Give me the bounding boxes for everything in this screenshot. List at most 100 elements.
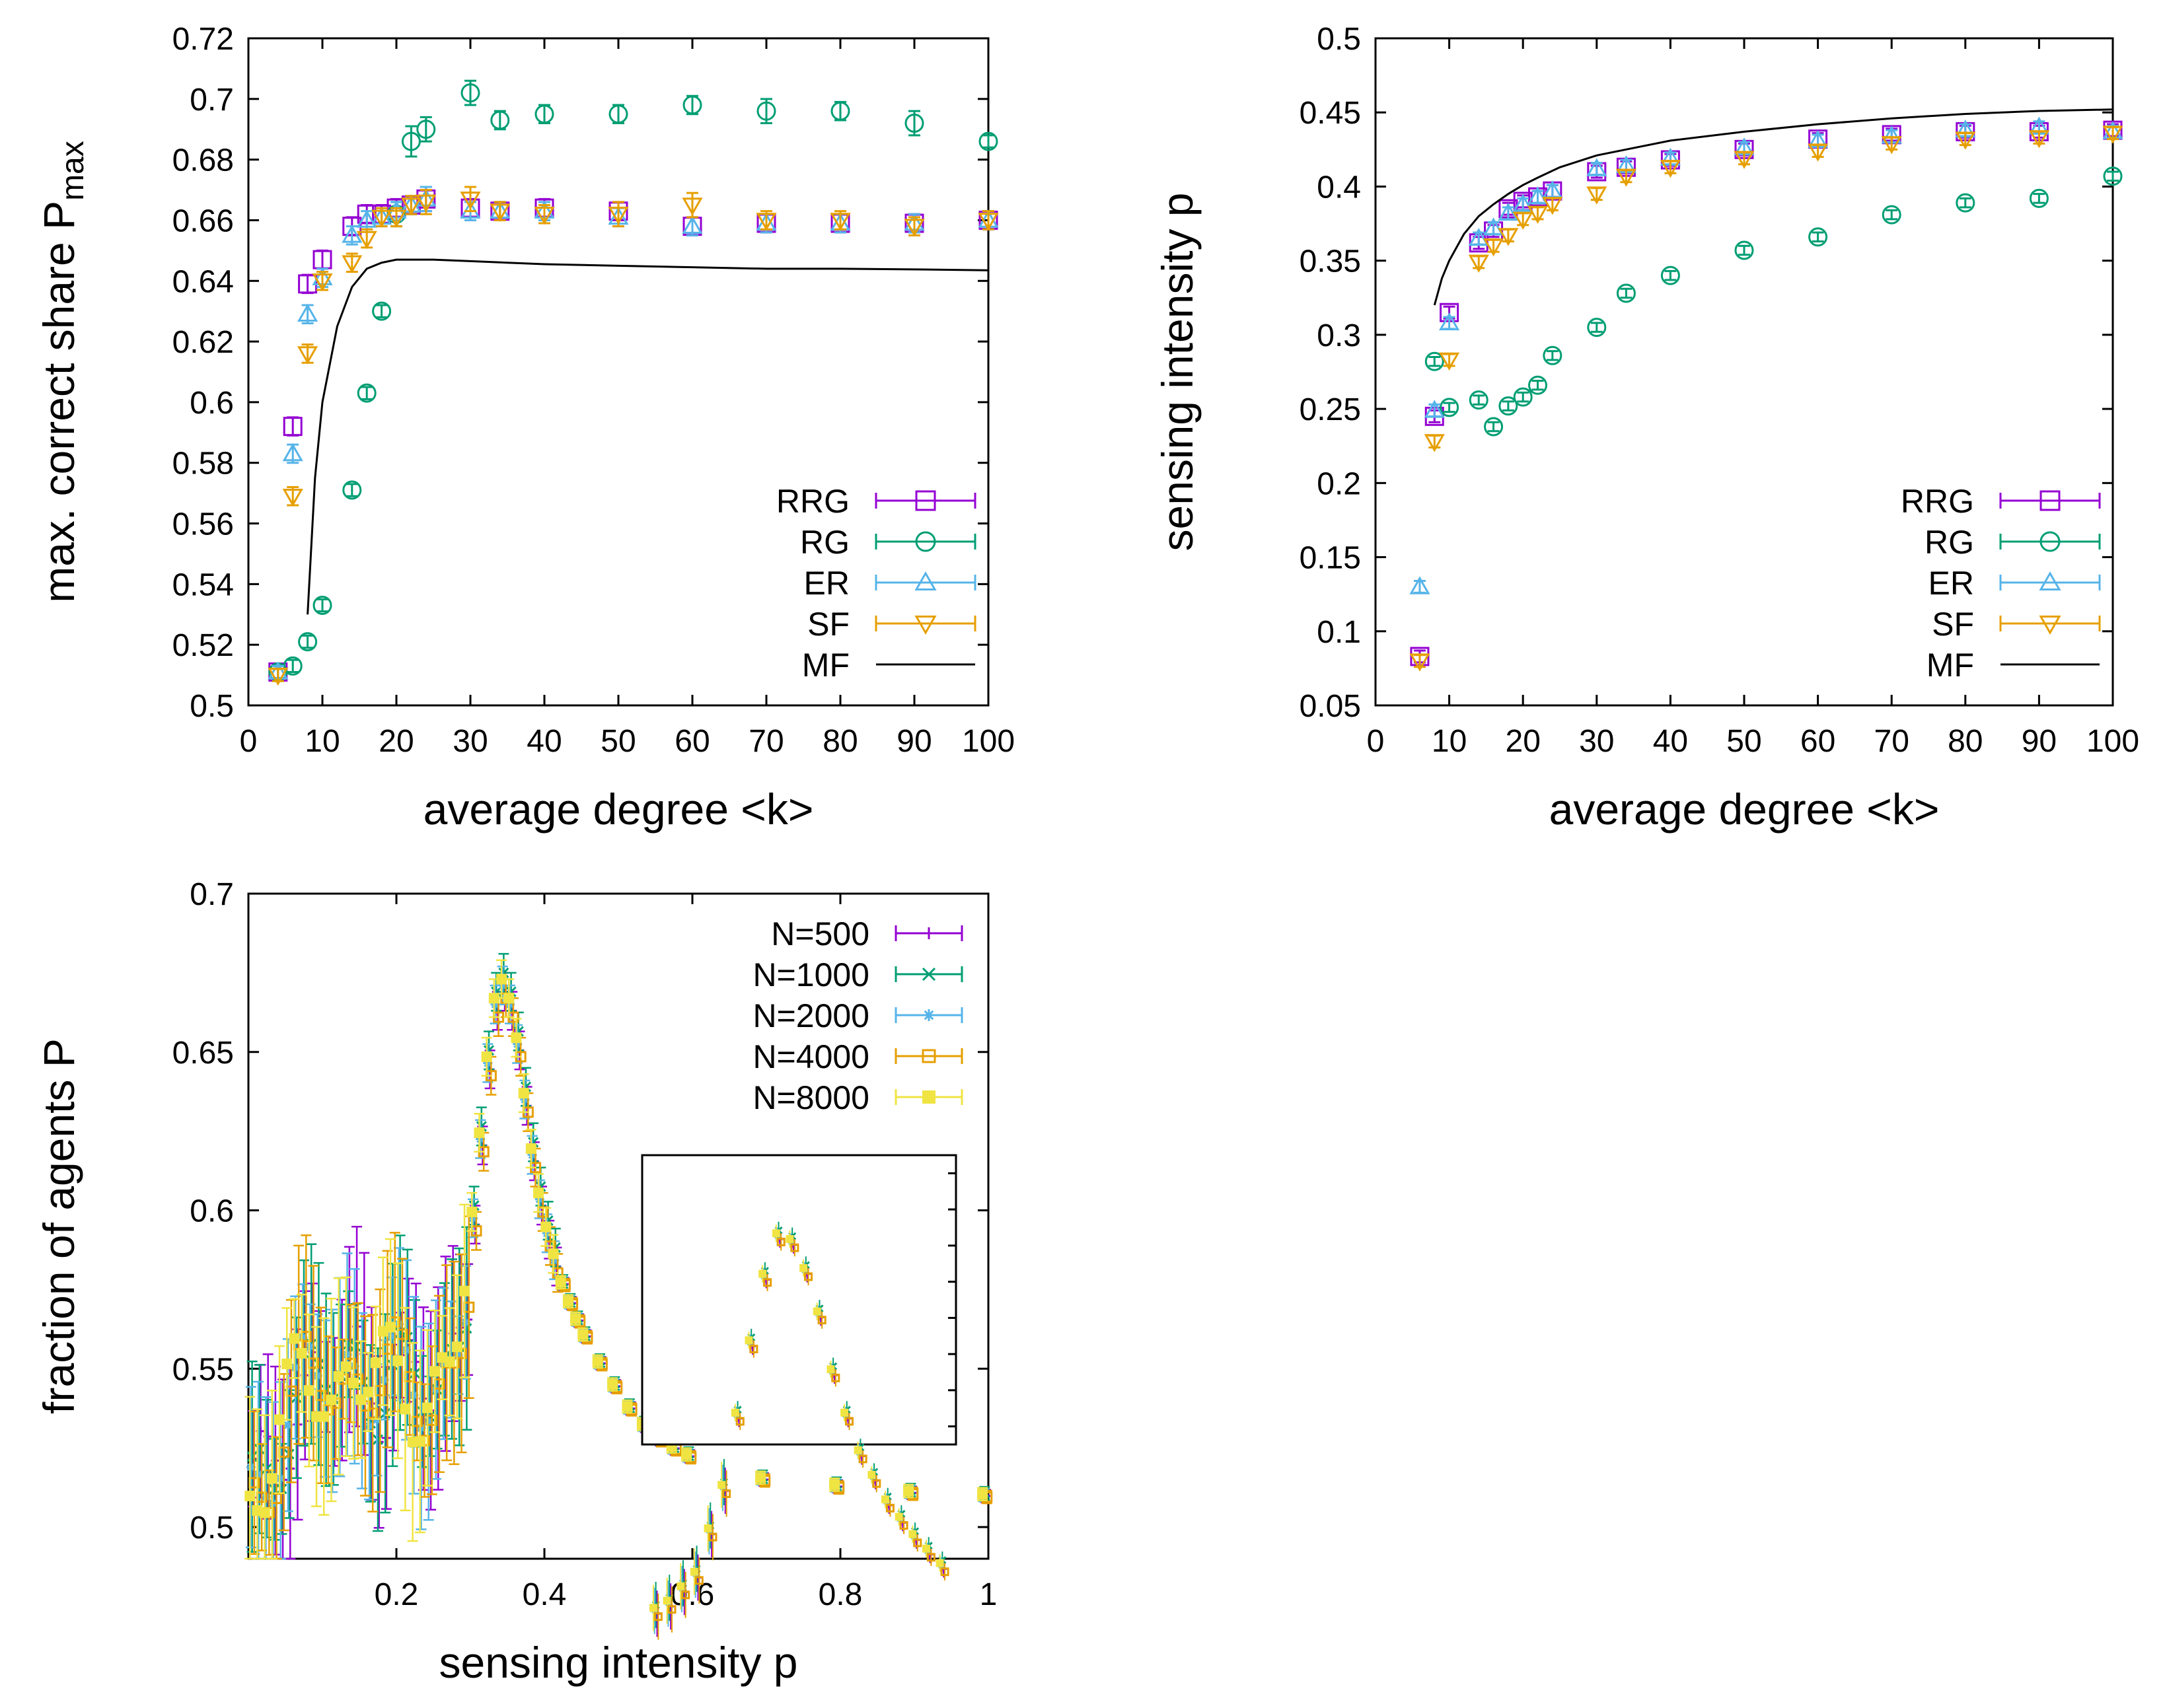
legend: RRG RG ER SF MF bbox=[1901, 483, 2101, 684]
inset-point bbox=[745, 1336, 753, 1345]
data-point bbox=[1542, 197, 1563, 215]
x-tick-label: 40 bbox=[527, 724, 562, 759]
data-point bbox=[254, 1443, 265, 1455]
data-point bbox=[1734, 240, 1754, 260]
legend-errorbar bbox=[1999, 616, 2101, 631]
inset-point bbox=[649, 1604, 657, 1612]
data-point bbox=[592, 1356, 603, 1367]
data-point bbox=[401, 131, 421, 151]
data-point bbox=[525, 1143, 536, 1155]
data-point bbox=[1468, 254, 1489, 273]
data-point bbox=[356, 231, 377, 250]
y-tick-label: 0.3 bbox=[1317, 318, 1361, 353]
data-point bbox=[291, 1363, 301, 1372]
data-point bbox=[518, 1088, 529, 1099]
data-point bbox=[402, 1345, 412, 1355]
legend-label: MF bbox=[802, 647, 850, 684]
legend-marker bbox=[2039, 490, 2061, 511]
inset-point bbox=[717, 1481, 726, 1489]
data-point bbox=[1469, 390, 1488, 410]
data-point bbox=[481, 1051, 492, 1062]
error-bar bbox=[405, 125, 418, 158]
data-point bbox=[608, 207, 629, 225]
x-tick-label: 100 bbox=[2086, 724, 2139, 759]
y-tick-label: 0.2 bbox=[1317, 466, 1361, 501]
data-point bbox=[577, 1329, 589, 1340]
x-tick-label: 0 bbox=[240, 724, 258, 759]
legend-marker bbox=[923, 927, 935, 939]
inset-frame bbox=[641, 1154, 957, 1446]
data-point bbox=[978, 213, 999, 231]
data-point bbox=[1498, 202, 1519, 221]
data-point bbox=[422, 1402, 433, 1413]
inset-point bbox=[826, 1365, 835, 1374]
data-point bbox=[355, 1394, 367, 1406]
legend-marker bbox=[2039, 531, 2061, 552]
data-point bbox=[386, 209, 407, 228]
error-bar bbox=[359, 1315, 371, 1497]
data-point bbox=[682, 197, 703, 216]
data-point bbox=[1527, 205, 1549, 224]
inset-point bbox=[872, 1479, 881, 1488]
data-point bbox=[423, 1417, 433, 1427]
legend-errorbar bbox=[1999, 493, 2101, 509]
data-point bbox=[303, 1385, 314, 1396]
inset-point bbox=[840, 1408, 849, 1417]
data-point bbox=[548, 1248, 559, 1260]
y-tick-label: 0.6 bbox=[190, 1194, 234, 1229]
data-point bbox=[453, 1350, 463, 1360]
y-tick-label: 0.4 bbox=[1317, 170, 1361, 205]
data-point bbox=[305, 1341, 315, 1351]
y-tick-label: 0.25 bbox=[1300, 392, 1361, 427]
data-point bbox=[608, 104, 628, 124]
legend-label: ER bbox=[804, 565, 850, 602]
inset-point bbox=[940, 1567, 949, 1577]
legend-label: SF bbox=[1932, 606, 1974, 643]
data-point bbox=[2103, 166, 2123, 186]
data-point bbox=[342, 225, 363, 243]
inset-point bbox=[704, 1524, 712, 1533]
data-point bbox=[829, 1479, 840, 1490]
series-mf bbox=[307, 258, 989, 615]
data-point bbox=[244, 1490, 256, 1501]
y-axis-label: max. correct share Pmax bbox=[34, 141, 91, 603]
inset-point bbox=[663, 1596, 671, 1605]
inset-point bbox=[895, 1512, 903, 1521]
x-tick-label: 60 bbox=[1800, 724, 1835, 759]
x-tick-label: 80 bbox=[823, 724, 858, 759]
y-tick-label: 0.68 bbox=[172, 143, 234, 178]
plot-frame bbox=[247, 892, 990, 1560]
error-bar bbox=[982, 134, 994, 149]
data-point bbox=[562, 1296, 573, 1307]
data-point bbox=[386, 1332, 396, 1341]
x-tick-label: 100 bbox=[962, 724, 1015, 759]
data-point bbox=[1513, 387, 1533, 407]
data-point bbox=[371, 209, 392, 228]
error-bar bbox=[1590, 322, 1603, 333]
data-point bbox=[416, 1423, 426, 1433]
data-point bbox=[1543, 345, 1562, 365]
data-point bbox=[414, 1436, 425, 1447]
error-bar bbox=[293, 1244, 305, 1445]
legend-marker bbox=[915, 531, 936, 552]
error-bar bbox=[287, 416, 299, 437]
data-point bbox=[380, 1407, 391, 1419]
y-tick-label: 0.6 bbox=[190, 386, 234, 421]
data-point bbox=[356, 209, 377, 228]
y-tick-label: 0.7 bbox=[190, 877, 234, 912]
data-point bbox=[1955, 131, 1976, 150]
y-tick-label: 0.5 bbox=[190, 1511, 234, 1546]
data-point bbox=[503, 993, 515, 1004]
data-point bbox=[460, 200, 481, 219]
data-point bbox=[285, 1464, 295, 1474]
y-tick-label: 0.05 bbox=[1300, 689, 1361, 724]
x-axis-label: average degree <k> bbox=[1549, 785, 1940, 834]
x-tick-label: 70 bbox=[749, 724, 784, 759]
error-bar bbox=[361, 386, 373, 400]
legend-label: ER bbox=[1928, 565, 1974, 602]
data-point bbox=[340, 1361, 351, 1372]
inset-point bbox=[854, 1446, 862, 1454]
data-point bbox=[298, 1332, 308, 1342]
data-point bbox=[363, 1386, 374, 1398]
